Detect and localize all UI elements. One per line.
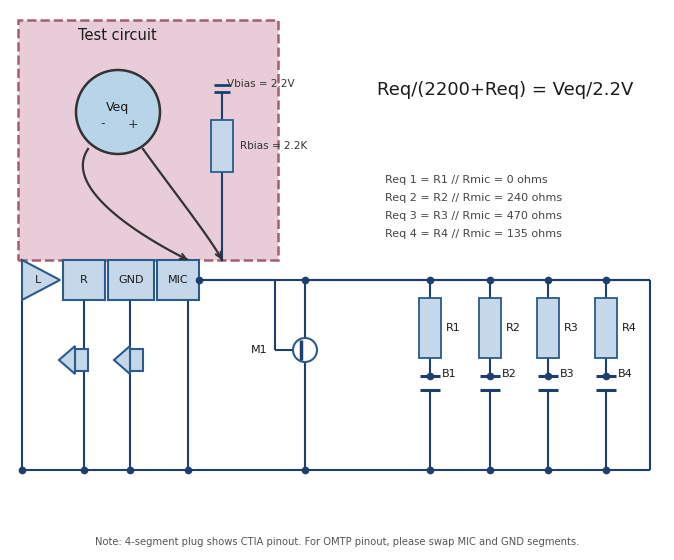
Text: B4: B4 <box>618 369 633 379</box>
Text: L: L <box>35 275 41 285</box>
Bar <box>130 349 143 371</box>
Text: M1: M1 <box>250 345 267 355</box>
Bar <box>211 120 233 172</box>
FancyBboxPatch shape <box>18 20 278 260</box>
Text: R2: R2 <box>506 323 521 333</box>
Polygon shape <box>114 346 130 374</box>
Text: B2: B2 <box>502 369 517 379</box>
Text: Req 2 = R2 // Rmic = 240 ohms: Req 2 = R2 // Rmic = 240 ohms <box>385 193 562 203</box>
Bar <box>419 298 441 358</box>
Text: R1: R1 <box>446 323 461 333</box>
Circle shape <box>76 70 160 154</box>
Bar <box>108 260 154 300</box>
Text: Veq: Veq <box>106 100 129 114</box>
Text: -: - <box>100 118 105 130</box>
Text: Test circuit: Test circuit <box>78 29 157 44</box>
Polygon shape <box>59 346 75 374</box>
Text: B1: B1 <box>442 369 456 379</box>
Text: Req 1 = R1 // Rmic = 0 ohms: Req 1 = R1 // Rmic = 0 ohms <box>385 175 547 185</box>
Polygon shape <box>22 260 60 300</box>
Bar <box>63 260 105 300</box>
Circle shape <box>293 338 317 362</box>
Text: B3: B3 <box>560 369 575 379</box>
Text: R4: R4 <box>622 323 637 333</box>
Text: +: + <box>127 118 138 130</box>
Bar <box>157 260 199 300</box>
Bar <box>537 298 559 358</box>
Text: GND: GND <box>118 275 144 285</box>
Text: Req 3 = R3 // Rmic = 470 ohms: Req 3 = R3 // Rmic = 470 ohms <box>385 211 562 221</box>
Text: Req/(2200+Req) = Veq/2.2V: Req/(2200+Req) = Veq/2.2V <box>377 81 633 99</box>
Text: Vbias = 2.2V: Vbias = 2.2V <box>227 79 295 89</box>
Bar <box>595 298 617 358</box>
Bar <box>479 298 501 358</box>
Text: Req 4 = R4 // Rmic = 135 ohms: Req 4 = R4 // Rmic = 135 ohms <box>385 229 562 239</box>
Text: R3: R3 <box>564 323 579 333</box>
Bar <box>75 349 88 371</box>
Text: MIC: MIC <box>168 275 188 285</box>
Text: Rbias = 2.2K: Rbias = 2.2K <box>240 141 307 151</box>
Text: R: R <box>80 275 88 285</box>
Text: Note: 4-segment plug shows CTIA pinout. For OMTP pinout, please swap MIC and GND: Note: 4-segment plug shows CTIA pinout. … <box>95 537 579 547</box>
